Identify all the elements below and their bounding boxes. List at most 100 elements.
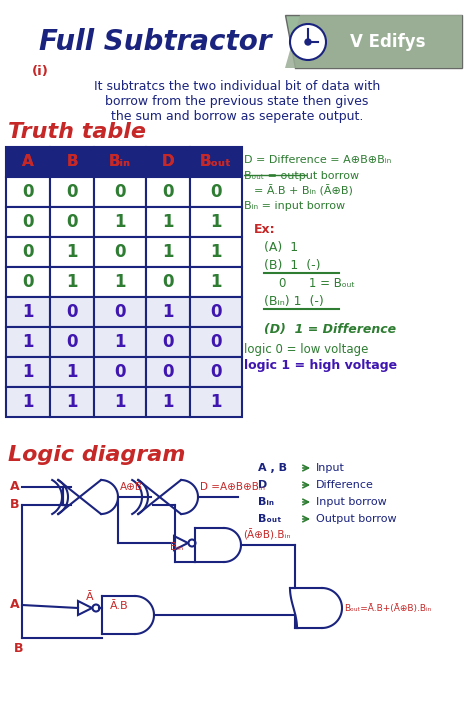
Text: Truth table: Truth table xyxy=(8,122,146,142)
Bar xyxy=(146,297,190,327)
Text: (i): (i) xyxy=(32,65,49,78)
Bar xyxy=(94,297,146,327)
Text: 1: 1 xyxy=(210,213,222,231)
Bar xyxy=(6,357,50,387)
Text: Bₒᵤₜ=Ā.B+(Ā⊕B).Bᵢₙ: Bₒᵤₜ=Ā.B+(Ā⊕B).Bᵢₙ xyxy=(344,604,431,612)
Text: Logic diagram: Logic diagram xyxy=(8,445,185,465)
Text: (Bᵢₙ) 1  (-): (Bᵢₙ) 1 (-) xyxy=(264,295,324,308)
Text: (D)  1 = Difference: (D) 1 = Difference xyxy=(264,323,396,336)
Text: Ā: Ā xyxy=(86,592,94,602)
Text: 0: 0 xyxy=(114,363,126,381)
Bar xyxy=(50,237,94,267)
Text: (Ā⊕B).Bᵢₙ: (Ā⊕B).Bᵢₙ xyxy=(243,530,291,541)
Text: Bₒᵤₜ: Bₒᵤₜ xyxy=(258,514,282,524)
Text: 1: 1 xyxy=(66,393,78,411)
Bar xyxy=(146,387,190,417)
Text: 0: 0 xyxy=(210,183,222,201)
Text: 0: 0 xyxy=(66,213,78,231)
Text: B: B xyxy=(14,641,24,655)
Polygon shape xyxy=(285,15,462,68)
Text: B: B xyxy=(10,498,19,511)
Bar xyxy=(94,207,146,237)
Bar xyxy=(190,387,242,417)
Text: D: D xyxy=(162,154,174,169)
Text: 0: 0 xyxy=(22,213,34,231)
Text: D =A⊕B⊕Bᵢₙ: D =A⊕B⊕Bᵢₙ xyxy=(200,482,265,492)
Text: 0: 0 xyxy=(162,333,174,351)
Text: Input: Input xyxy=(316,463,345,473)
Text: 1: 1 xyxy=(162,243,174,261)
Text: 1: 1 xyxy=(114,393,126,411)
Text: 1: 1 xyxy=(162,393,174,411)
Text: A: A xyxy=(10,599,19,611)
Bar xyxy=(146,147,190,177)
Text: 0: 0 xyxy=(66,303,78,321)
Text: 1: 1 xyxy=(162,213,174,231)
Text: 1: 1 xyxy=(66,273,78,291)
Text: 0: 0 xyxy=(66,183,78,201)
Text: logic 1 = high voltage: logic 1 = high voltage xyxy=(244,359,397,372)
Bar xyxy=(6,177,50,207)
Text: 0: 0 xyxy=(162,183,174,201)
Bar xyxy=(190,267,242,297)
Text: 0: 0 xyxy=(22,183,34,201)
Text: the sum and borrow as seperate output.: the sum and borrow as seperate output. xyxy=(111,110,363,123)
Text: A⊕B: A⊕B xyxy=(120,482,143,492)
Text: Difference: Difference xyxy=(316,480,374,490)
Text: 0: 0 xyxy=(162,273,174,291)
Text: logic 0 = low voltage: logic 0 = low voltage xyxy=(244,343,368,356)
Bar xyxy=(146,207,190,237)
Text: Ex:: Ex: xyxy=(254,223,275,236)
Bar xyxy=(50,207,94,237)
Text: 1: 1 xyxy=(22,333,34,351)
Polygon shape xyxy=(285,15,462,68)
Text: B: B xyxy=(66,154,78,169)
Text: D: D xyxy=(162,154,174,169)
Bar xyxy=(50,357,94,387)
Text: 0: 0 xyxy=(66,333,78,351)
Bar xyxy=(190,237,242,267)
Text: 0: 0 xyxy=(114,303,126,321)
Text: 1: 1 xyxy=(114,273,126,291)
Bar xyxy=(190,207,242,237)
Text: 0: 0 xyxy=(114,243,126,261)
Bar xyxy=(190,357,242,387)
Bar xyxy=(94,267,146,297)
Bar xyxy=(6,267,50,297)
Bar xyxy=(190,327,242,357)
Text: A , B: A , B xyxy=(258,463,287,473)
Bar xyxy=(6,327,50,357)
Bar xyxy=(146,327,190,357)
Text: 0: 0 xyxy=(162,363,174,381)
Bar xyxy=(146,267,190,297)
Text: 1: 1 xyxy=(22,303,34,321)
Text: Bᵢₙ: Bᵢₙ xyxy=(109,154,131,169)
Text: It subtratcs the two individual bit of data with: It subtratcs the two individual bit of d… xyxy=(94,80,380,93)
Bar xyxy=(50,297,94,327)
Text: (B)  1  (-): (B) 1 (-) xyxy=(264,259,320,272)
Bar xyxy=(6,387,50,417)
Bar xyxy=(50,147,94,177)
Text: 0: 0 xyxy=(22,243,34,261)
Bar xyxy=(94,147,146,177)
Text: 0: 0 xyxy=(22,273,34,291)
Bar xyxy=(6,297,50,327)
Bar xyxy=(6,237,50,267)
Circle shape xyxy=(290,24,326,60)
Text: 1: 1 xyxy=(210,273,222,291)
Text: D = Difference = A⊕B⊕Bᵢₙ: D = Difference = A⊕B⊕Bᵢₙ xyxy=(244,155,391,165)
Bar xyxy=(50,267,94,297)
Bar xyxy=(94,237,146,267)
Text: A: A xyxy=(22,154,34,169)
Text: 1: 1 xyxy=(22,363,34,381)
Text: 0      1 = Bₒᵤₜ: 0 1 = Bₒᵤₜ xyxy=(279,277,355,290)
Text: Bₒᵤₜ: Bₒᵤₜ xyxy=(200,154,232,169)
Bar xyxy=(94,327,146,357)
Bar xyxy=(190,297,242,327)
Circle shape xyxy=(305,39,311,45)
Bar xyxy=(50,177,94,207)
Text: (A)  1: (A) 1 xyxy=(264,241,298,254)
Text: 1: 1 xyxy=(162,303,174,321)
Text: Bᵢₙ = input borrow: Bᵢₙ = input borrow xyxy=(244,201,345,211)
Text: Input borrow: Input borrow xyxy=(316,497,387,507)
